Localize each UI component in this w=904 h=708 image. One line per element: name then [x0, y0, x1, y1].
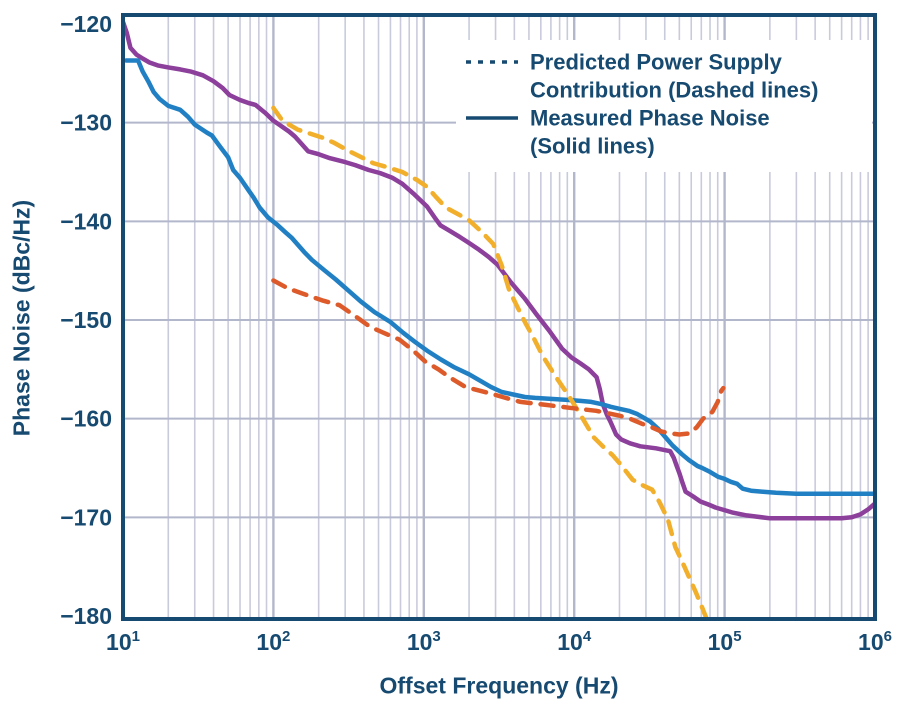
plot-frame: [121, 13, 877, 621]
curves: [123, 19, 875, 619]
y-tick-label: −130: [60, 110, 112, 136]
y-tick-label: −160: [60, 406, 112, 432]
legend-label: Predicted Power Supply: [530, 50, 783, 75]
curve-predicted-supply-contribution-yellow: [271, 105, 709, 619]
legend-label: (Solid lines): [530, 134, 655, 159]
y-tick-label: −120: [60, 11, 112, 37]
legend-background: [456, 40, 872, 172]
y-tick-label: −180: [60, 603, 112, 629]
x-tick-label: 106: [858, 628, 892, 655]
curve-measured-phase-noise-blue: [123, 58, 875, 496]
y-tick-label: −140: [60, 208, 112, 234]
x-tick-label: 102: [256, 628, 290, 655]
y-axis-title: Phase Noise (dBc/Hz): [8, 199, 35, 437]
y-tick-label: −150: [60, 307, 112, 333]
legend-label: Measured Phase Noise: [530, 106, 770, 131]
x-tick-label: 103: [407, 628, 441, 655]
y-tick-label: −170: [60, 504, 112, 530]
legend: Predicted Power Supply Contribution (Dash…: [466, 50, 818, 159]
x-tick-label: 104: [557, 628, 592, 655]
x-axis-title: Offset Frequency (Hz): [379, 672, 619, 699]
curve-measured-phase-noise-purple: [123, 19, 875, 521]
x-tick-label: 101: [106, 628, 140, 655]
x-tick-label: 105: [708, 628, 742, 655]
curve-predicted-supply-contribution-orange: [271, 278, 726, 437]
legend-label: Contribution (Dashed lines): [530, 78, 818, 103]
